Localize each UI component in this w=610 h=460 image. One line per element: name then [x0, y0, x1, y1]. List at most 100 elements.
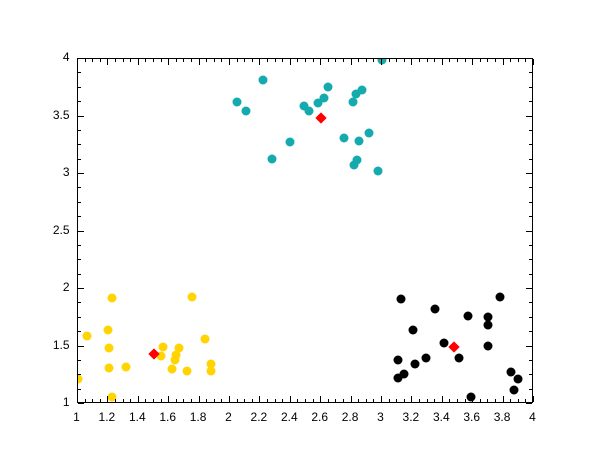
y-axis-tick [528, 144, 532, 146]
x-axis-tick [343, 58, 344, 62]
x-axis-tick [77, 395, 78, 402]
y-axis-tick [528, 72, 532, 74]
y-tick-label: 3.5 [52, 107, 70, 122]
y-axis-tick [525, 115, 532, 117]
y-axis-tick [77, 201, 81, 203]
x-axis-tick [99, 58, 101, 62]
x-axis-tick [411, 395, 413, 402]
data-point-cluster-yellow [158, 342, 168, 352]
y-tick-label: 1 [62, 395, 70, 409]
data-point-cluster-yellow [200, 334, 210, 344]
data-point-cluster-teal [354, 136, 364, 146]
x-axis-tick [487, 398, 489, 402]
x-axis-tick [327, 398, 329, 402]
x-axis-tick [365, 58, 367, 62]
y-axis-tick [77, 388, 81, 390]
x-axis-tick [99, 398, 101, 402]
data-point-cluster-black [483, 320, 493, 330]
x-axis-tick [479, 58, 481, 62]
x-axis-tick [206, 398, 208, 402]
x-tick-label: 2.6 [311, 409, 329, 424]
x-axis-tick [229, 395, 230, 402]
data-point-cluster-yellow [206, 366, 216, 376]
data-point-cluster-teal [299, 101, 309, 111]
x-axis-tick [472, 58, 474, 65]
x-axis-tick [449, 58, 451, 62]
data-point-cluster-yellow [174, 343, 184, 353]
y-axis-tick [77, 374, 81, 376]
y-axis-tick [77, 173, 84, 174]
x-axis-tick [365, 398, 367, 402]
data-point-cluster-black [399, 369, 409, 379]
y-axis-tick [528, 388, 532, 390]
x-axis-tick [419, 398, 420, 402]
x-tick-label: 3.2 [402, 409, 420, 424]
data-point-cluster-teal [364, 128, 374, 138]
y-axis-tick [77, 259, 81, 261]
x-axis-tick [464, 398, 466, 402]
x-axis-tick [107, 58, 109, 65]
x-axis-tick [403, 58, 405, 62]
x-axis-tick [221, 58, 223, 62]
x-tick-label: 1 [73, 409, 80, 424]
x-axis-tick [426, 58, 428, 62]
data-point-cluster-black [483, 312, 493, 322]
y-axis-tick [528, 244, 532, 246]
x-axis-tick [305, 58, 306, 62]
x-axis-tick [419, 58, 420, 62]
x-tick-label: 1.6 [159, 409, 177, 424]
x-axis-tick [502, 395, 504, 402]
data-point-cluster-yellow [77, 374, 82, 384]
x-axis-tick [153, 398, 154, 402]
x-axis-tick [297, 398, 299, 402]
x-axis-tick [525, 398, 527, 402]
x-axis-tick [137, 58, 139, 65]
data-point-cluster-yellow [103, 325, 113, 335]
x-tick-label: 2.8 [341, 409, 359, 424]
y-axis-tick [528, 359, 532, 361]
x-axis-tick [259, 58, 261, 65]
data-point-cluster-yellow [182, 366, 192, 376]
x-axis-tick [434, 58, 436, 62]
data-point-cluster-black [430, 304, 440, 314]
x-axis-tick [213, 398, 215, 402]
data-point-cluster-black [396, 294, 406, 304]
x-axis-tick [244, 58, 246, 62]
y-axis-tick [77, 72, 81, 74]
x-axis-tick [495, 58, 496, 62]
x-axis-tick [183, 398, 185, 402]
x-axis-tick [396, 398, 398, 402]
y-tick-label: 2.5 [52, 222, 70, 237]
x-axis-tick [327, 58, 329, 62]
y-axis-tick [525, 288, 532, 289]
y-axis-tick [528, 302, 532, 304]
data-point-cluster-yellow [156, 351, 166, 361]
x-axis-tick [145, 398, 147, 402]
x-axis-tick [510, 58, 512, 62]
x-axis-tick [92, 58, 94, 62]
y-axis-tick [525, 345, 532, 347]
x-axis-tick [274, 58, 276, 62]
data-point-cluster-teal [232, 97, 242, 107]
y-axis-tick [77, 345, 84, 347]
data-point-cluster-teal [319, 93, 329, 103]
x-tick-label: 3.8 [493, 409, 511, 424]
x-axis-tick [198, 395, 200, 402]
x-axis-tick [175, 58, 177, 62]
x-axis-tick [168, 58, 170, 65]
x-axis-tick [426, 398, 428, 402]
y-axis-tick [77, 144, 81, 146]
data-point-cluster-yellow [107, 392, 117, 402]
x-axis-tick [305, 398, 306, 402]
x-axis-tick [320, 58, 322, 65]
y-axis-tick [525, 403, 532, 404]
x-axis-tick [221, 398, 223, 402]
x-axis-tick [350, 58, 352, 65]
x-axis-tick [191, 398, 192, 402]
x-axis-tick [160, 398, 162, 402]
data-point-cluster-teal [352, 155, 362, 165]
x-axis-tick [320, 395, 322, 402]
data-point-cluster-yellow [187, 292, 196, 302]
data-point-cluster-black [509, 385, 519, 395]
